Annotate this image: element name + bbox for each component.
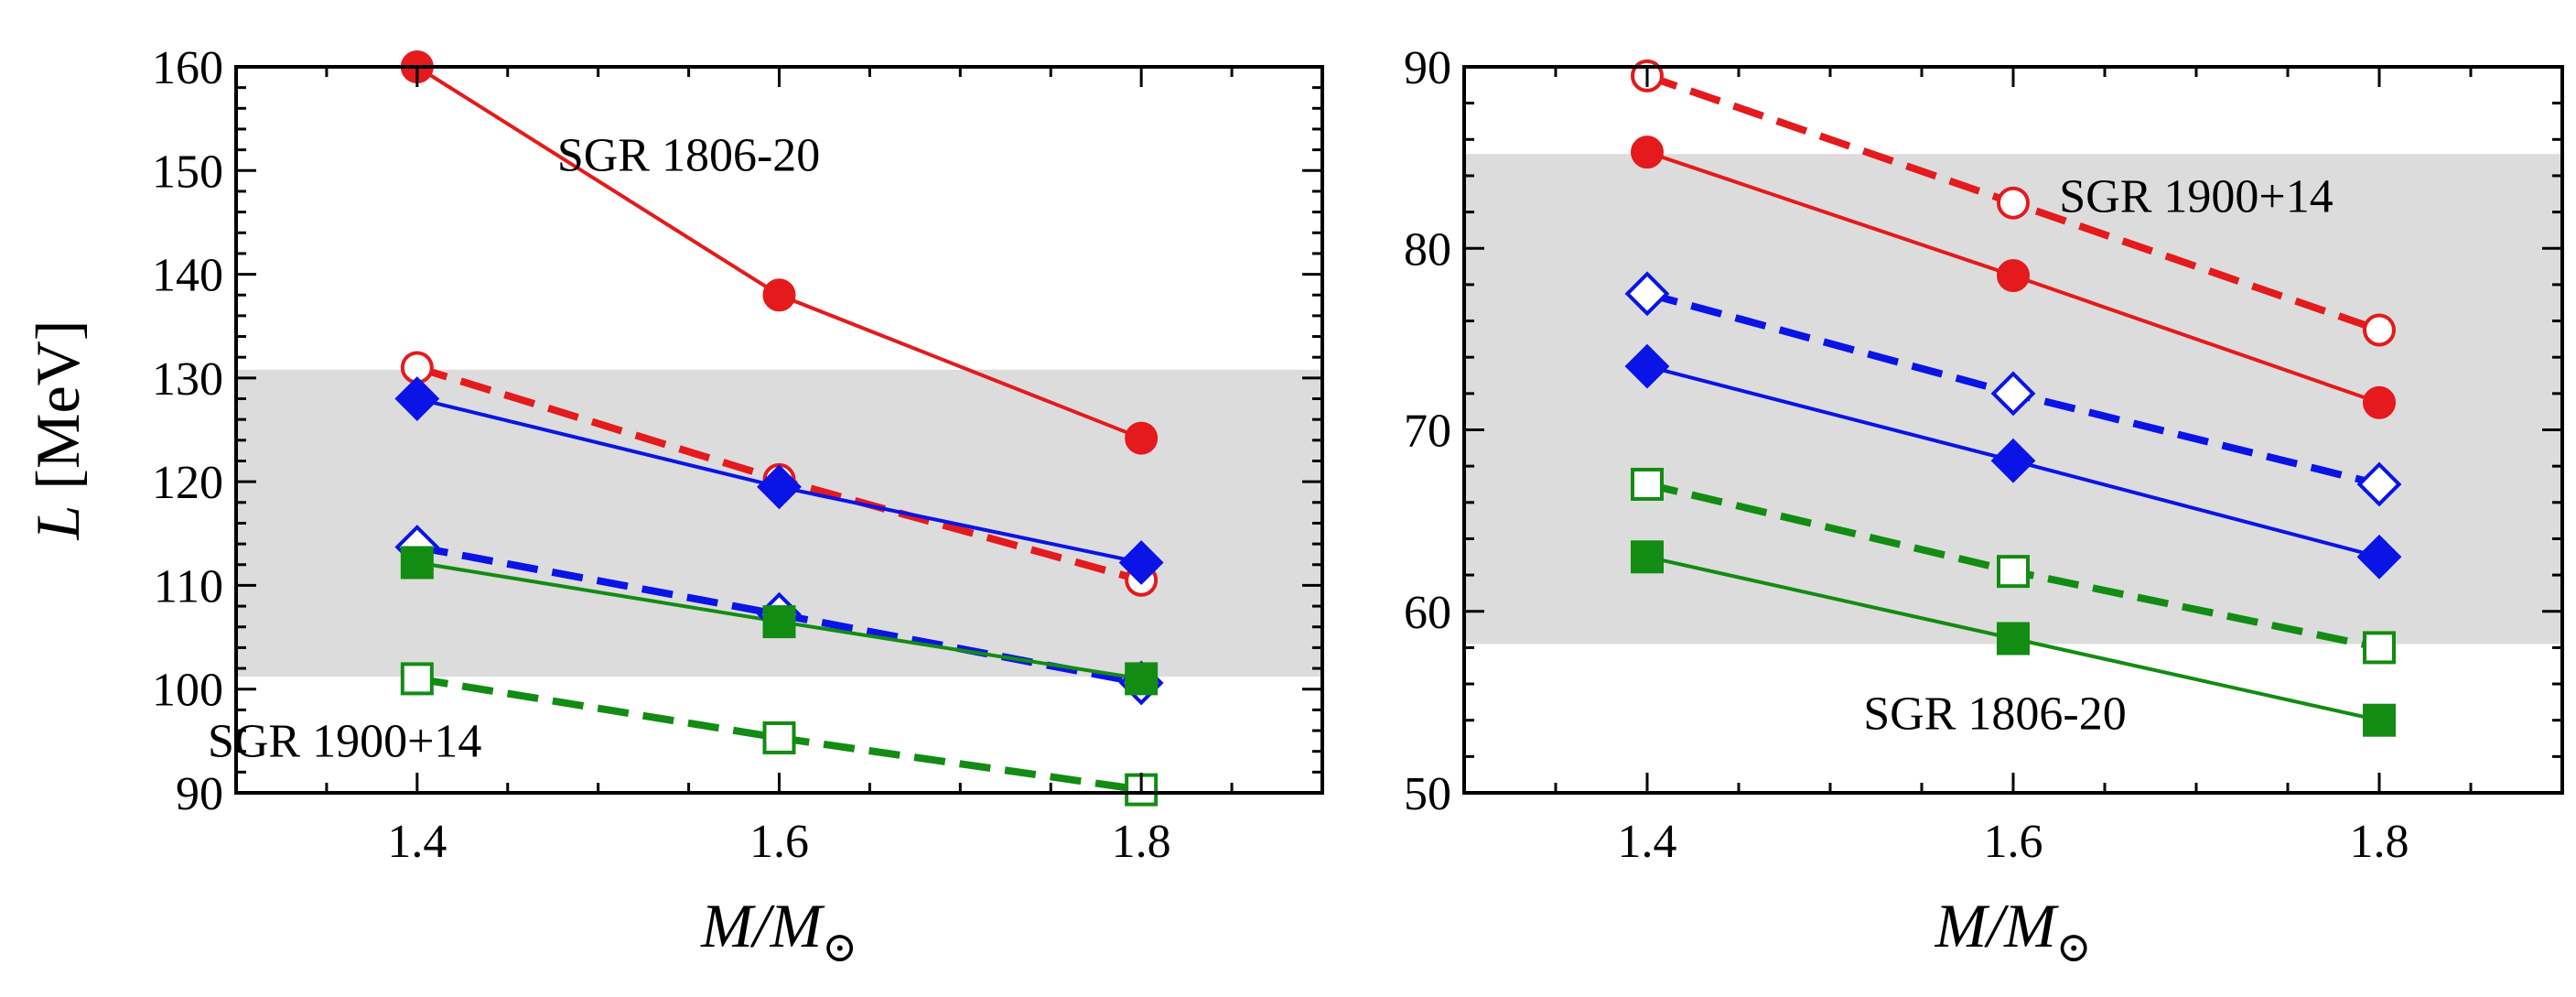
y-tick-label: 140 — [152, 250, 223, 302]
x-axis-label-sun-symbol: ⊙ — [822, 924, 857, 970]
series-3-point-1 — [1990, 438, 2036, 483]
right-panel: 1.4 1.6 1.8 50 60 70 80 90 M/M⊙ SGR 1900+14 SGR 18… — [1404, 42, 2564, 970]
annotation: SGR 1900+14 — [2059, 171, 2333, 223]
y-axis-label-symbol: L — [23, 505, 92, 541]
x-axis-label-sun-symbol: ⊙ — [2056, 924, 2092, 970]
series-4-point-0 — [1631, 467, 1664, 501]
x-axis-label: M/M⊙ — [700, 891, 857, 970]
series-0-point-2 — [2363, 313, 2396, 347]
y-tick-label: 100 — [152, 665, 223, 717]
series-5-point-0 — [1631, 540, 1664, 574]
x-tick-label: 1.8 — [2350, 816, 2409, 868]
y-axis-label: L [MeV] — [23, 320, 92, 541]
x-tick-label: 1.4 — [1618, 816, 1677, 868]
series-0-point-1 — [1997, 186, 2030, 220]
series-2-point-1 — [1990, 371, 2036, 417]
series-3-point-2 — [2356, 534, 2402, 580]
y-tick-label: 160 — [152, 42, 223, 94]
series-2-point-1 — [757, 464, 802, 510]
y-tick-label: 120 — [152, 457, 223, 509]
series-3-point-0 — [1624, 343, 1670, 389]
series-5-point-1 — [1997, 622, 2030, 656]
annotation: SGR 1806-20 — [557, 129, 820, 181]
series-4-point-0 — [400, 546, 434, 580]
series-2-point-2 — [1118, 540, 1164, 585]
series-4-point-1 — [762, 605, 796, 639]
series-4-point-2 — [1125, 662, 1159, 696]
x-tick-label: 1.8 — [1112, 816, 1171, 868]
series-5-point-1 — [762, 721, 796, 754]
series-2-point-0 — [1624, 271, 1670, 317]
series-1-point-1 — [1997, 258, 2030, 292]
y-tick-label: 130 — [152, 353, 223, 406]
y-tick-label: 50 — [1404, 768, 1451, 820]
series-4-point-2 — [2363, 631, 2396, 665]
x-axis-label: M/M⊙ — [1935, 891, 2092, 970]
y-tick-label: 60 — [1404, 587, 1451, 639]
series-2-point-2 — [2356, 461, 2402, 507]
x-tick-label: 1.4 — [387, 816, 447, 868]
series-1-point-0 — [1631, 135, 1664, 169]
x-axis-label-main: M/M — [1935, 891, 2060, 960]
y-tick-label: 90 — [1404, 42, 1451, 94]
y-tick-label: 70 — [1404, 406, 1451, 458]
left-panel: 1.4 1.6 1.8 90 100 110 120 130 140 150 160 M/M⊙ L [M… — [23, 42, 1324, 970]
x-tick-label: 1.6 — [749, 816, 809, 868]
series-5-point-2 — [2363, 703, 2396, 737]
annotation: SGR 1900+14 — [208, 715, 481, 767]
x-axis-label-main: M/M — [700, 891, 825, 960]
y-tick-label: 110 — [154, 560, 223, 612]
series-0-point-2 — [1125, 421, 1159, 455]
series-0-point-1 — [762, 278, 796, 312]
series-1-point-2 — [2363, 385, 2396, 419]
x-tick-label: 1.6 — [1984, 816, 2043, 868]
series-5-point-0 — [400, 662, 434, 696]
annotation: SGR 1806-20 — [1863, 688, 2126, 741]
y-tick-label: 150 — [152, 146, 223, 198]
series-4-point-1 — [1997, 555, 2030, 589]
y-tick-label: 90 — [176, 768, 223, 820]
y-tick-label: 80 — [1404, 223, 1451, 276]
series-2-point-0 — [394, 376, 440, 421]
y-axis-label-unit: [MeV] — [23, 320, 92, 505]
